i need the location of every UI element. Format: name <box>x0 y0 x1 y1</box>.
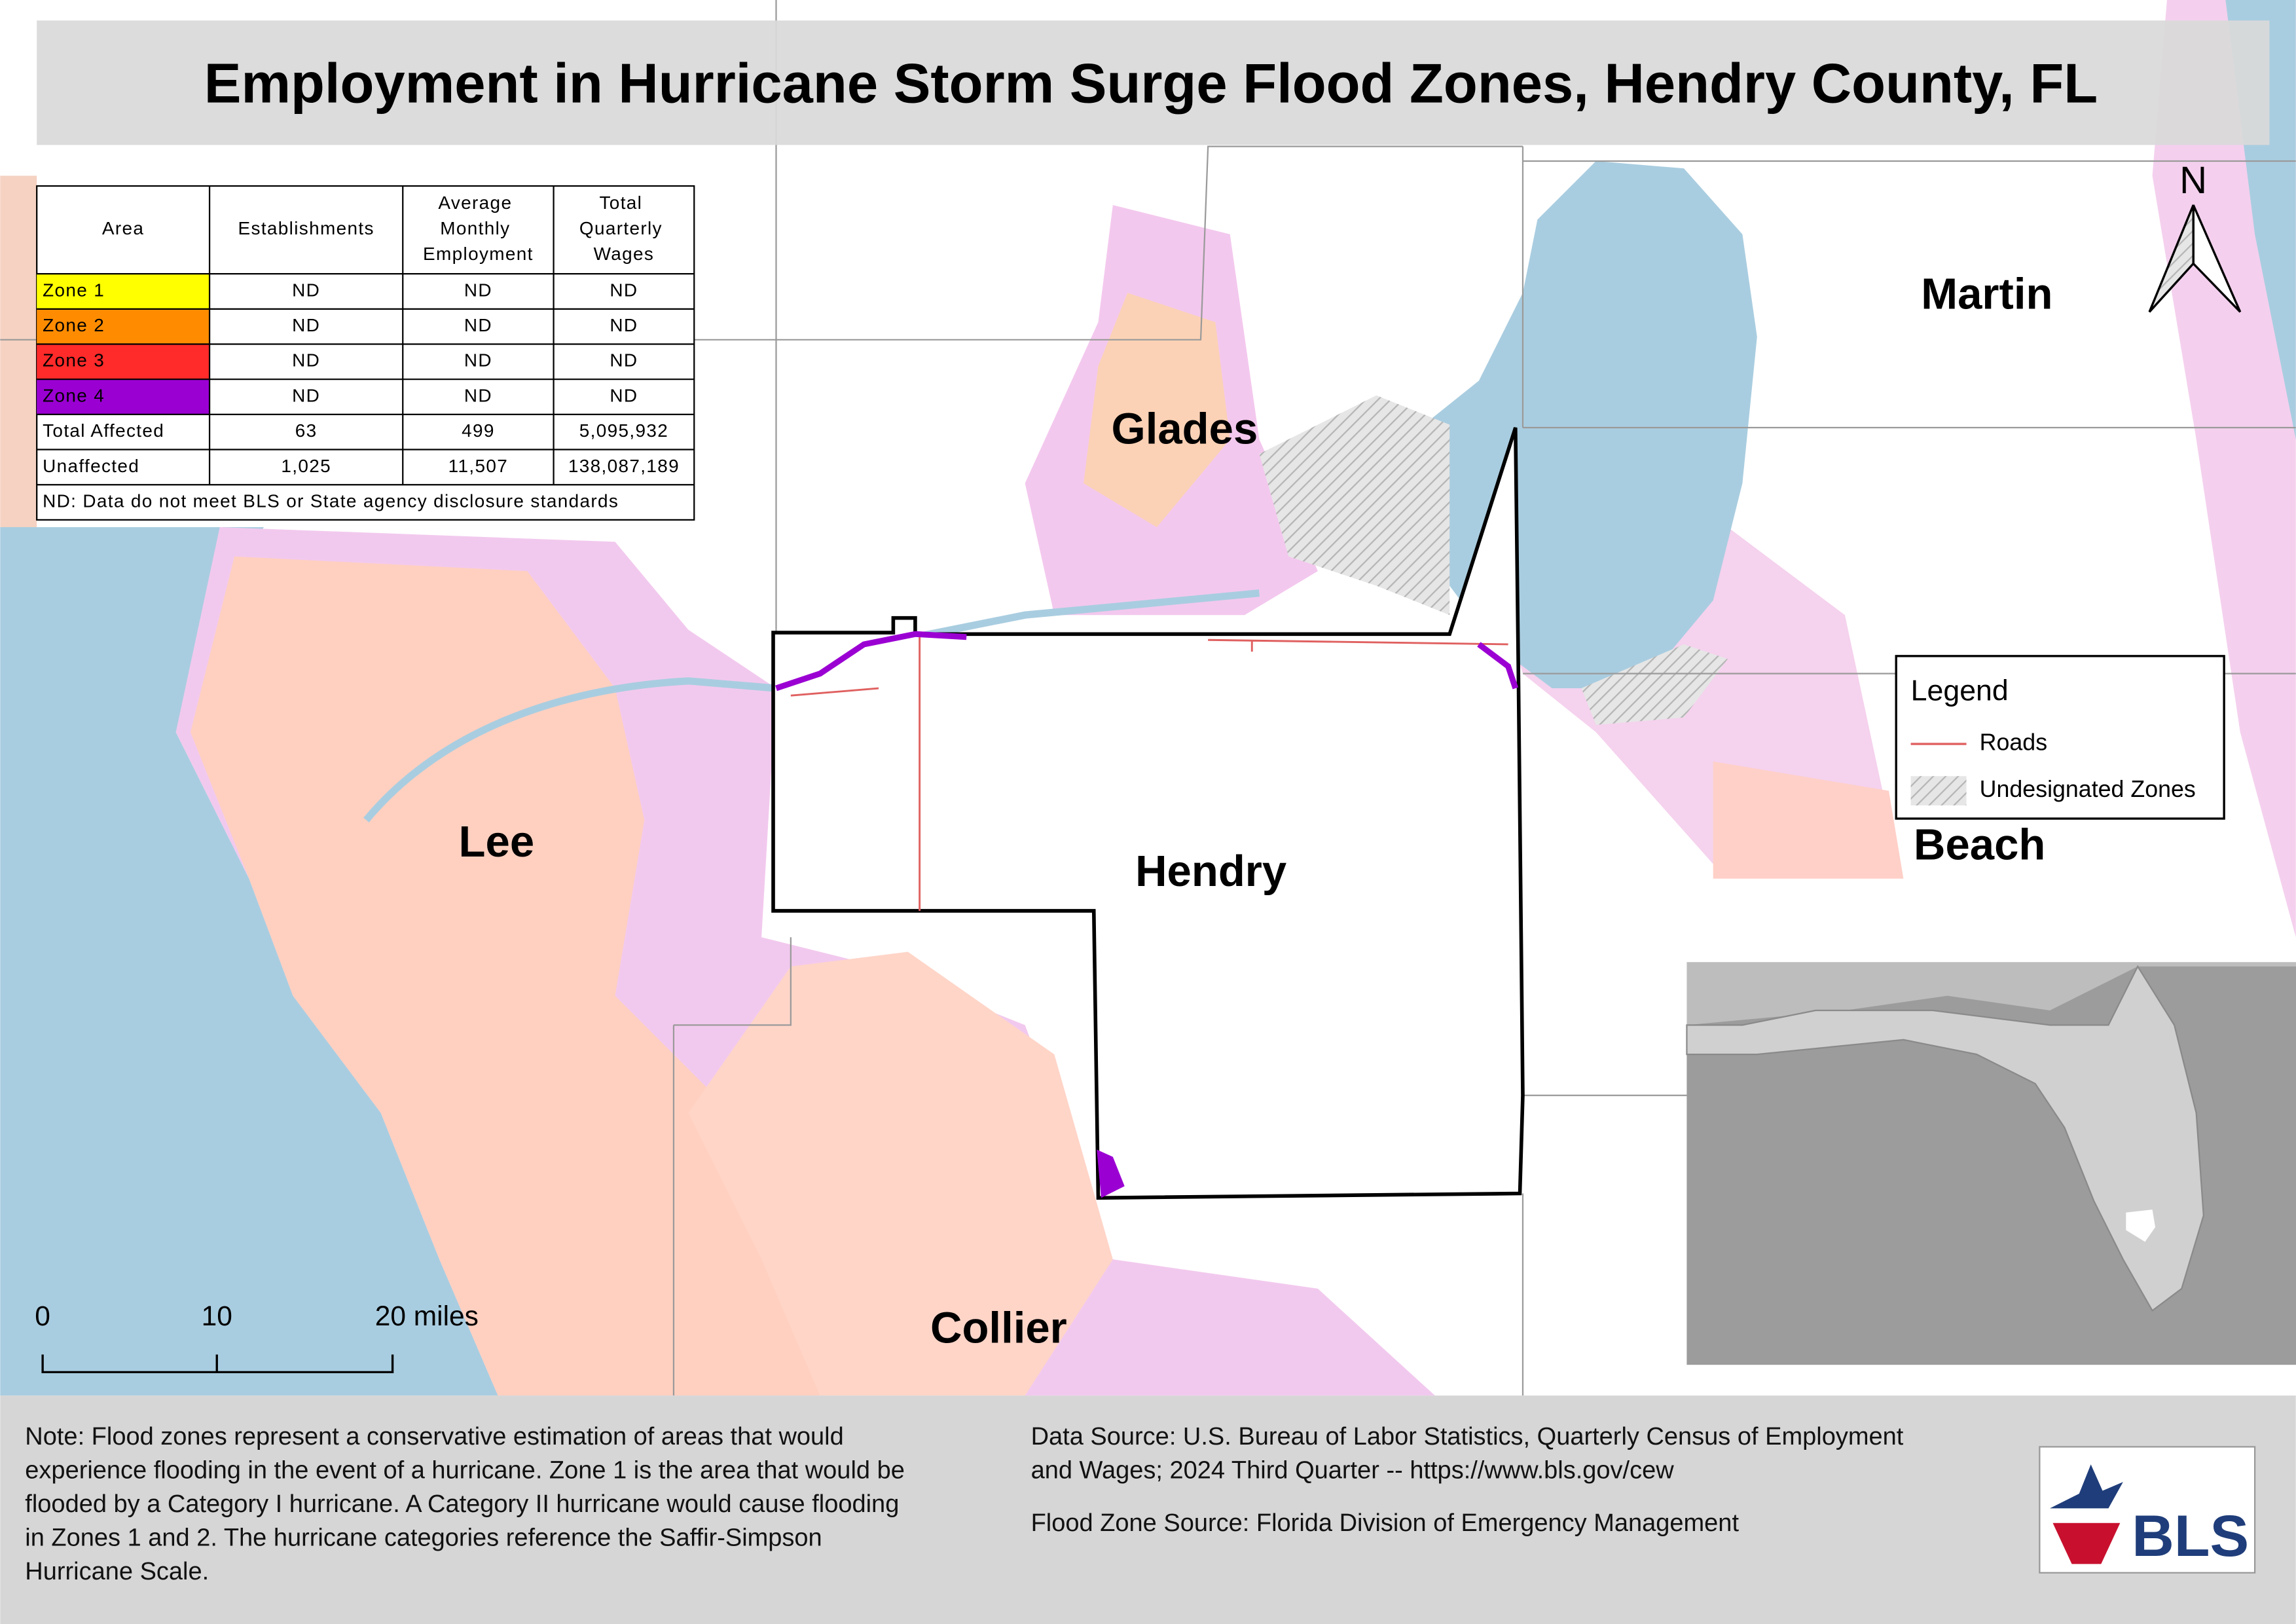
table-cell: ND <box>292 350 320 371</box>
inset-map <box>1686 962 2296 1365</box>
note: Note: Flood zones represent a conservati… <box>25 1423 905 1585</box>
legend: Legend Roads Undesignated Zones <box>1895 655 2225 820</box>
north-arrow: N <box>2148 159 2242 313</box>
title-bar <box>37 20 2270 145</box>
place-label: Lee <box>459 817 535 866</box>
row-label: Zone 3 <box>43 350 105 371</box>
row-label: Unaffected <box>43 456 139 476</box>
row-label: Total Affected <box>43 420 164 441</box>
sources: Data Source: U.S. Bureau of Labor Statis… <box>1031 1423 1904 1537</box>
place-label: Glades <box>1112 404 1258 453</box>
note-line: experience flooding in the event of a hu… <box>25 1456 905 1484</box>
table-header: Establishments <box>238 218 374 238</box>
table-cell: ND <box>464 385 492 405</box>
row-label: Zone 2 <box>43 315 105 335</box>
zone-swatch <box>37 308 210 344</box>
data-table: Area Establishments Average Monthly Employ… <box>36 185 695 521</box>
table-footnote: ND: Data do not meet BLS or State agency… <box>43 490 619 511</box>
table-cell: 63 <box>295 420 318 441</box>
logo-text: BLS <box>2132 1503 2249 1568</box>
place-label: Beach <box>1914 821 2045 870</box>
table-cell: 11,507 <box>448 456 508 476</box>
note-line: Hurricane Scale. <box>25 1558 209 1585</box>
table-cell: 138,087,189 <box>568 456 680 476</box>
zone-swatch <box>37 379 210 415</box>
place-label: Collier <box>930 1303 1067 1352</box>
table-cell: ND <box>292 280 320 300</box>
bls-logo: BLS <box>2039 1446 2256 1574</box>
source-line: Data Source: U.S. Bureau of Labor Statis… <box>1031 1423 1904 1450</box>
table-cell: 499 <box>462 420 495 441</box>
scale-label: 10 <box>202 1301 232 1332</box>
place-label: Hendry <box>1135 847 1286 896</box>
note-line: Note: Flood zones represent a conservati… <box>25 1423 843 1450</box>
source-line: Flood Zone Source: Florida Division of E… <box>1031 1509 1740 1537</box>
table-cell: 1,025 <box>281 456 331 476</box>
table-cell: ND <box>610 350 638 371</box>
table-cell: ND <box>610 315 638 335</box>
table-cell: ND <box>292 385 320 405</box>
footer-band <box>0 1395 2296 1624</box>
source-line: and Wages; 2024 Third Quarter -- https:/… <box>1031 1456 1675 1484</box>
map-title: Employment in Hurricane Storm Surge Floo… <box>204 53 2098 115</box>
table-header: Total Quarterly Wages <box>579 193 668 264</box>
zone-swatch <box>37 274 210 309</box>
scale-bar: 0 10 20 miles <box>35 1301 479 1374</box>
row-label: Zone 4 <box>43 385 105 405</box>
table-header: Area <box>102 218 144 238</box>
legend-item: Undesignated Zones <box>1980 776 2196 802</box>
place-labels: Martin Glades Lee Hendry Beach Collier <box>459 270 2053 1353</box>
legend-title: Legend <box>1911 675 2009 707</box>
scale-label: 0 <box>35 1301 50 1332</box>
scale-label: 20 miles <box>375 1301 479 1332</box>
row-label: Zone 1 <box>43 280 105 300</box>
table-header: Average Monthly Employment <box>423 193 534 264</box>
table-cell: ND <box>464 315 492 335</box>
table-cell: 5,095,932 <box>579 420 668 441</box>
table-cell: ND <box>292 315 320 335</box>
zone-swatch <box>37 344 210 380</box>
legend-item: Roads <box>1980 729 2047 755</box>
note-line: in Zones 1 and 2. The hurricane categori… <box>25 1524 822 1551</box>
place-label: Martin <box>1921 270 2052 319</box>
table-cell: ND <box>464 280 492 300</box>
note-line: flooded by a Category I hurricane. A Cat… <box>25 1490 899 1518</box>
table-cell: ND <box>610 280 638 300</box>
table-cell: ND <box>610 385 638 405</box>
table-cell: ND <box>464 350 492 371</box>
north-label: N <box>2179 159 2207 202</box>
